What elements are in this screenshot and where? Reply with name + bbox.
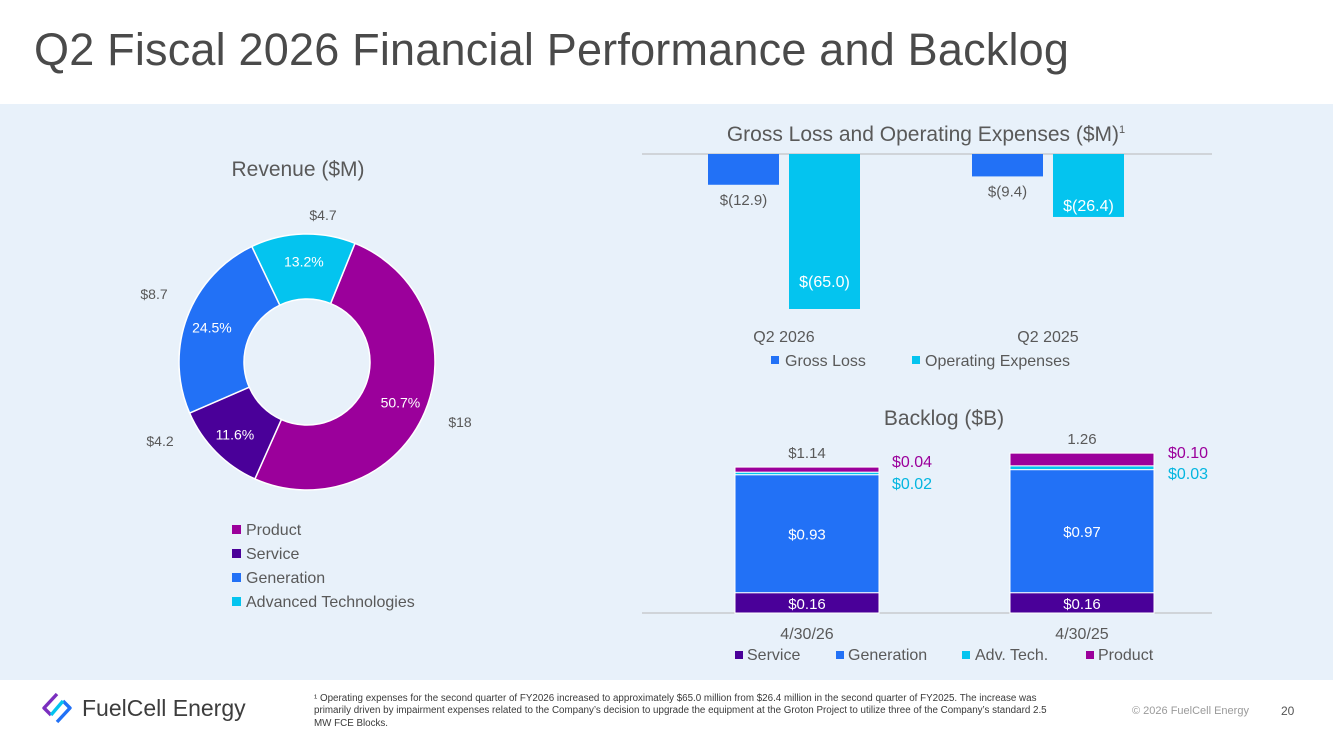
legend-label-service: Service: [246, 546, 299, 563]
stack-label-generation-4-30-25: $0.97: [1063, 524, 1101, 541]
bar-label-gross-loss-q2-2025: $(9.4): [988, 183, 1027, 200]
legend-swatch-advanced-technologies: [232, 597, 241, 606]
legend-label-service: Service: [747, 647, 800, 664]
legend-swatch-product: [232, 525, 241, 534]
legend-swatch-operating-expenses: [912, 356, 920, 364]
bar-operating-expenses-q2-2026: [789, 154, 860, 309]
stack-label-adv-tech-4-30-26: $0.02: [892, 476, 932, 493]
slice-value-advanced-technologies: $4.7: [309, 207, 336, 223]
gross-loss-chart-title: Gross Loss and Operating Expenses ($M)1: [727, 123, 1125, 146]
slice-value-generation: $8.7: [140, 286, 167, 302]
stack-adv-tech-4-30-25: [1009, 465, 1155, 471]
legend-swatch-generation: [232, 573, 241, 582]
legend-label-advanced-technologies: Advanced Technologies: [246, 594, 415, 611]
stack-label-adv-tech-4-30-25: $0.03: [1168, 466, 1208, 483]
revenue-chart-title: Revenue ($M): [231, 158, 364, 181]
slice-value-product: $18: [448, 414, 472, 430]
stack-label-generation-4-30-26: $0.93: [788, 527, 826, 544]
backlog-chart-title: Backlog ($B): [884, 407, 1004, 430]
legend-label-operating-expenses: Operating Expenses: [925, 353, 1070, 370]
legend-swatch-product: [1086, 651, 1094, 659]
category-label-4-30-26: 4/30/26: [780, 626, 833, 643]
copyright: © 2026 FuelCell Energy: [1132, 705, 1249, 717]
fuelcell-diamond-icon: [42, 692, 72, 724]
stack-product-4-30-25: [1009, 452, 1155, 467]
bar-label-gross-loss-q2-2026: $(12.9): [720, 192, 768, 209]
category-label-q2-2025: Q2 2025: [1017, 329, 1078, 346]
legend-label-adv-tech: Adv. Tech.: [975, 647, 1048, 664]
slice-percent-generation: 24.5%: [192, 319, 232, 335]
stack-generation-4-30-26: [734, 474, 880, 594]
legend-label-product: Product: [1098, 647, 1154, 664]
footer: FuelCell Energy ¹ Operating expenses for…: [0, 680, 1333, 749]
legend-label-product: Product: [246, 522, 302, 539]
bar-label-operating-expenses-q2-2025: $(26.4): [1063, 198, 1114, 215]
donut-slice-advanced-technologies: [250, 233, 356, 307]
stack-label-service-4-30-25: $0.16: [1063, 596, 1101, 613]
slice-percent-product: 50.7%: [381, 395, 421, 411]
legend-swatch-adv-tech: [962, 651, 970, 659]
bar-label-operating-expenses-q2-2026: $(65.0): [799, 274, 850, 291]
page-number: 20: [1281, 704, 1295, 718]
slice-percent-service: 11.6%: [216, 426, 255, 442]
slice-value-service: $4.2: [146, 433, 173, 449]
stack-label-product-4-30-26: $0.04: [892, 454, 932, 471]
stack-product-4-30-26: [734, 466, 880, 473]
page-title: Q2 Fiscal 2026 Financial Performance and…: [34, 24, 1070, 75]
footnote: ¹ Operating expenses for the second quar…: [314, 693, 1047, 729]
donut-slice-product: [253, 242, 436, 491]
stack-total-4-30-26: $1.14: [788, 445, 826, 462]
logo-text: FuelCell Energy: [82, 694, 246, 721]
legend-swatch-service: [735, 651, 743, 659]
bar-gross-loss-q2-2025: [972, 154, 1043, 177]
donut-slice-generation: [178, 245, 281, 415]
category-label-4-30-25: 4/30/25: [1055, 626, 1108, 643]
charts-canvas: Revenue ($M) 50.7% $18 11.6% $4.2 24.5% $8.7 13…: [140, 123, 1212, 664]
stack-label-service-4-30-26: $0.16: [788, 596, 826, 613]
legend-swatch-generation: [836, 651, 844, 659]
stack-generation-4-30-25: [1009, 469, 1155, 594]
stack-label-product-4-30-25: $0.10: [1168, 445, 1208, 462]
stack-total-4-30-25: 1.26: [1067, 431, 1096, 448]
legend-swatch-gross-loss: [771, 356, 779, 364]
legend-label-generation: Generation: [848, 647, 927, 664]
slice-percent-advanced-technologies: 13.2%: [284, 254, 324, 270]
category-label-q2-2026: Q2 2026: [753, 329, 814, 346]
legend-swatch-service: [232, 549, 241, 558]
legend-label-generation: Generation: [246, 570, 325, 587]
legend-label-gross-loss: Gross Loss: [785, 353, 866, 370]
bar-operating-expenses-q2-2025: [1053, 154, 1124, 217]
company-logo: FuelCell Energy: [40, 692, 246, 724]
title-superscript: 1: [1119, 124, 1125, 136]
bar-gross-loss-q2-2026: [708, 154, 779, 185]
